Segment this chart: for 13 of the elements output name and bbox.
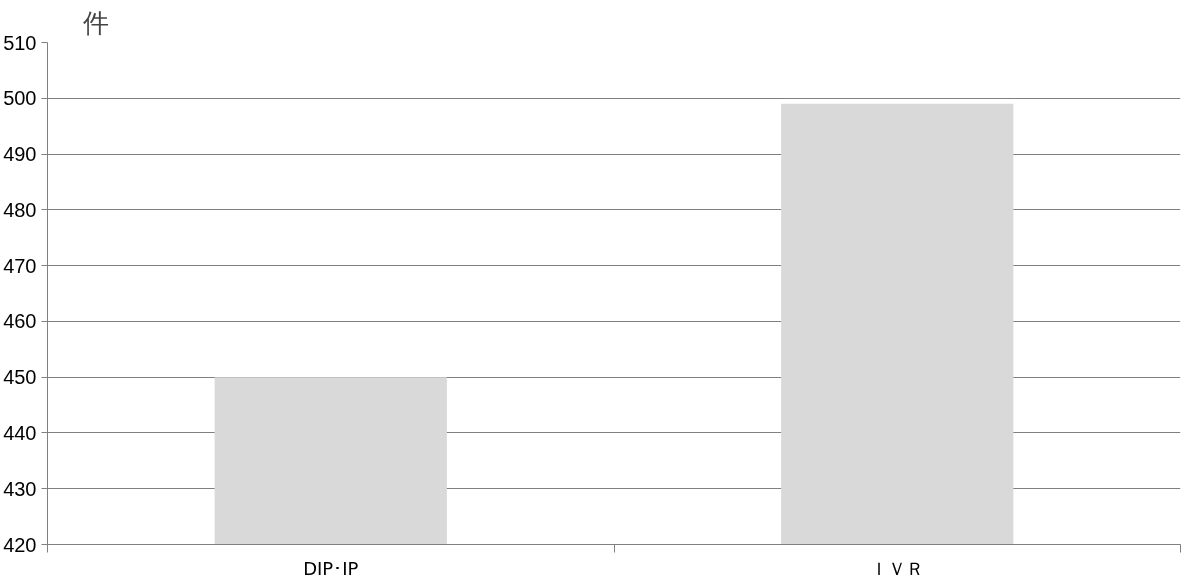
y-tick-label: 440 <box>3 421 37 444</box>
x-tick-label: ＩＶＲ <box>870 557 925 579</box>
y-tick-label: 450 <box>3 366 37 389</box>
y-tick-label: 490 <box>3 143 37 166</box>
y-tick-label: 470 <box>3 254 37 277</box>
y-tick-label: 420 <box>3 533 37 556</box>
y-axis-title: 件 <box>82 7 109 38</box>
y-tick-label: 500 <box>3 87 37 110</box>
x-tick-label: DIP･IP <box>303 557 359 579</box>
y-tick-label: 430 <box>3 477 37 500</box>
y-tick-label: 460 <box>3 310 37 333</box>
y-tick-label: 480 <box>3 198 37 221</box>
y-tick-label: 510 <box>3 31 37 54</box>
